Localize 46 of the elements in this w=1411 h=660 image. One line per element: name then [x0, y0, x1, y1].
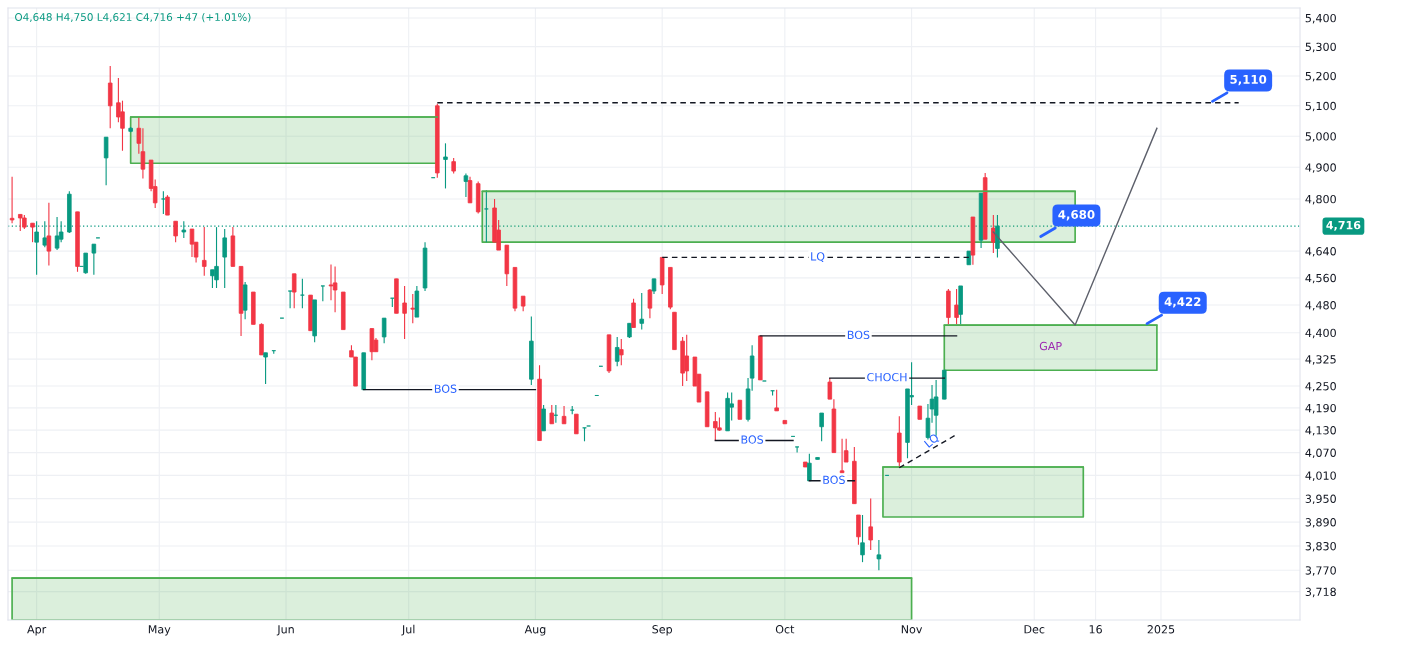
y-tick-label: 4,190	[1305, 403, 1336, 414]
y-tick-label: 5,000	[1305, 132, 1336, 142]
y-tick-label: 5,100	[1305, 101, 1336, 112]
y-tick-label: 5,200	[1305, 71, 1336, 82]
x-tick-label: Nov	[901, 625, 923, 634]
chart-title: O4,648 H4,750 L4,621 C4,716 +47 (+1.01%)	[15, 12, 251, 23]
annotation: GAP	[1039, 341, 1062, 351]
x-tick-label: May	[148, 625, 171, 636]
y-tick-label: 3,830	[1305, 541, 1336, 552]
annotation: 5,110	[1230, 74, 1267, 86]
y-tick-label: 4,560	[1305, 273, 1336, 284]
x-tick-label: Apr	[27, 625, 47, 636]
annotation: BOS	[741, 435, 764, 444]
y-tick-label: 3,770	[1305, 566, 1336, 576]
y-tick-label: 4,640	[1305, 247, 1336, 257]
y-tick-label: 3,890	[1305, 518, 1336, 528]
y-tick-label: 4,130	[1305, 426, 1336, 436]
x-tick-label: Oct	[775, 625, 795, 634]
annotation: CHOCH	[867, 372, 907, 382]
y-tick-label: 4,800	[1305, 194, 1336, 205]
annotation: 4,422	[1164, 297, 1201, 308]
x-tick-label: Aug	[524, 625, 546, 636]
y-tick-label: 4,010	[1305, 471, 1336, 481]
y-tick-label: 4,480	[1305, 301, 1336, 311]
annotation: BOS	[847, 330, 870, 340]
annotation: BOS	[823, 475, 845, 485]
x-tick-label: Jul	[401, 624, 415, 636]
x-tick-label: Dec	[1024, 625, 1045, 634]
x-tick-label: Jun	[276, 625, 294, 636]
y-tick-label: 3,950	[1305, 494, 1336, 505]
y-tick-label: 4,070	[1305, 448, 1336, 459]
x-tick-label: 16	[1089, 625, 1102, 634]
ref-line-label: 4,716	[1326, 220, 1361, 231]
annotation: LQ	[811, 252, 825, 262]
y-tick-label: 5,300	[1305, 42, 1336, 53]
y-tick-label: 4,325	[1305, 355, 1336, 365]
annotation: LQ	[923, 432, 941, 449]
y-tick-label: 4,250	[1305, 382, 1336, 392]
annotation: 4,680	[1058, 210, 1095, 221]
y-tick-label: 4,400	[1305, 328, 1336, 339]
x-tick-label: 2025	[1147, 625, 1175, 634]
x-tick-label: Sep	[652, 625, 673, 636]
annotation: BOS	[434, 384, 457, 393]
y-tick-label: 3,718	[1305, 587, 1336, 598]
y-tick-label: 4,900	[1305, 163, 1336, 173]
y-tick-label: 5,400	[1305, 13, 1336, 24]
